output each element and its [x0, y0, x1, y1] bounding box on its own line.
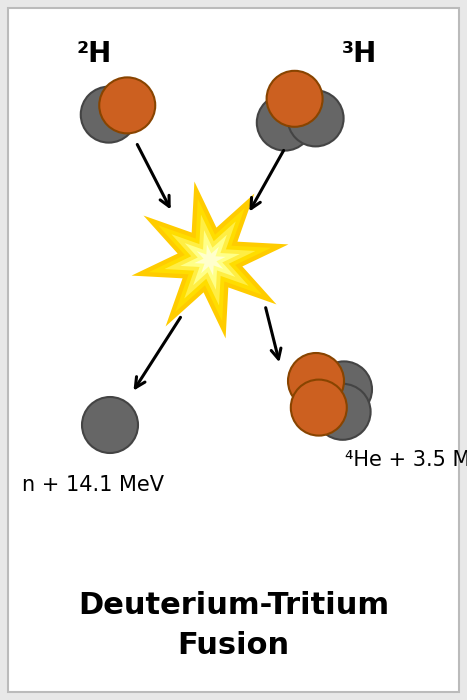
Circle shape — [99, 78, 155, 134]
Circle shape — [81, 87, 137, 143]
Text: n + 14.1 MeV: n + 14.1 MeV — [22, 475, 164, 495]
Circle shape — [315, 384, 371, 440]
Text: ³H: ³H — [342, 40, 377, 68]
Polygon shape — [194, 244, 226, 276]
Circle shape — [82, 397, 138, 453]
Text: Fusion: Fusion — [177, 631, 290, 659]
Text: Deuterium-Tritium: Deuterium-Tritium — [78, 591, 389, 620]
Polygon shape — [132, 181, 289, 339]
Polygon shape — [164, 214, 255, 305]
Circle shape — [291, 379, 347, 435]
Text: ⁴He + 3.5 MeV: ⁴He + 3.5 MeV — [345, 450, 467, 470]
Polygon shape — [180, 230, 240, 290]
Circle shape — [288, 353, 344, 409]
Circle shape — [267, 71, 323, 127]
Text: ²H: ²H — [76, 40, 111, 68]
Circle shape — [257, 94, 313, 150]
FancyBboxPatch shape — [8, 8, 459, 692]
Circle shape — [316, 361, 372, 417]
Circle shape — [288, 90, 344, 146]
Polygon shape — [149, 199, 271, 321]
